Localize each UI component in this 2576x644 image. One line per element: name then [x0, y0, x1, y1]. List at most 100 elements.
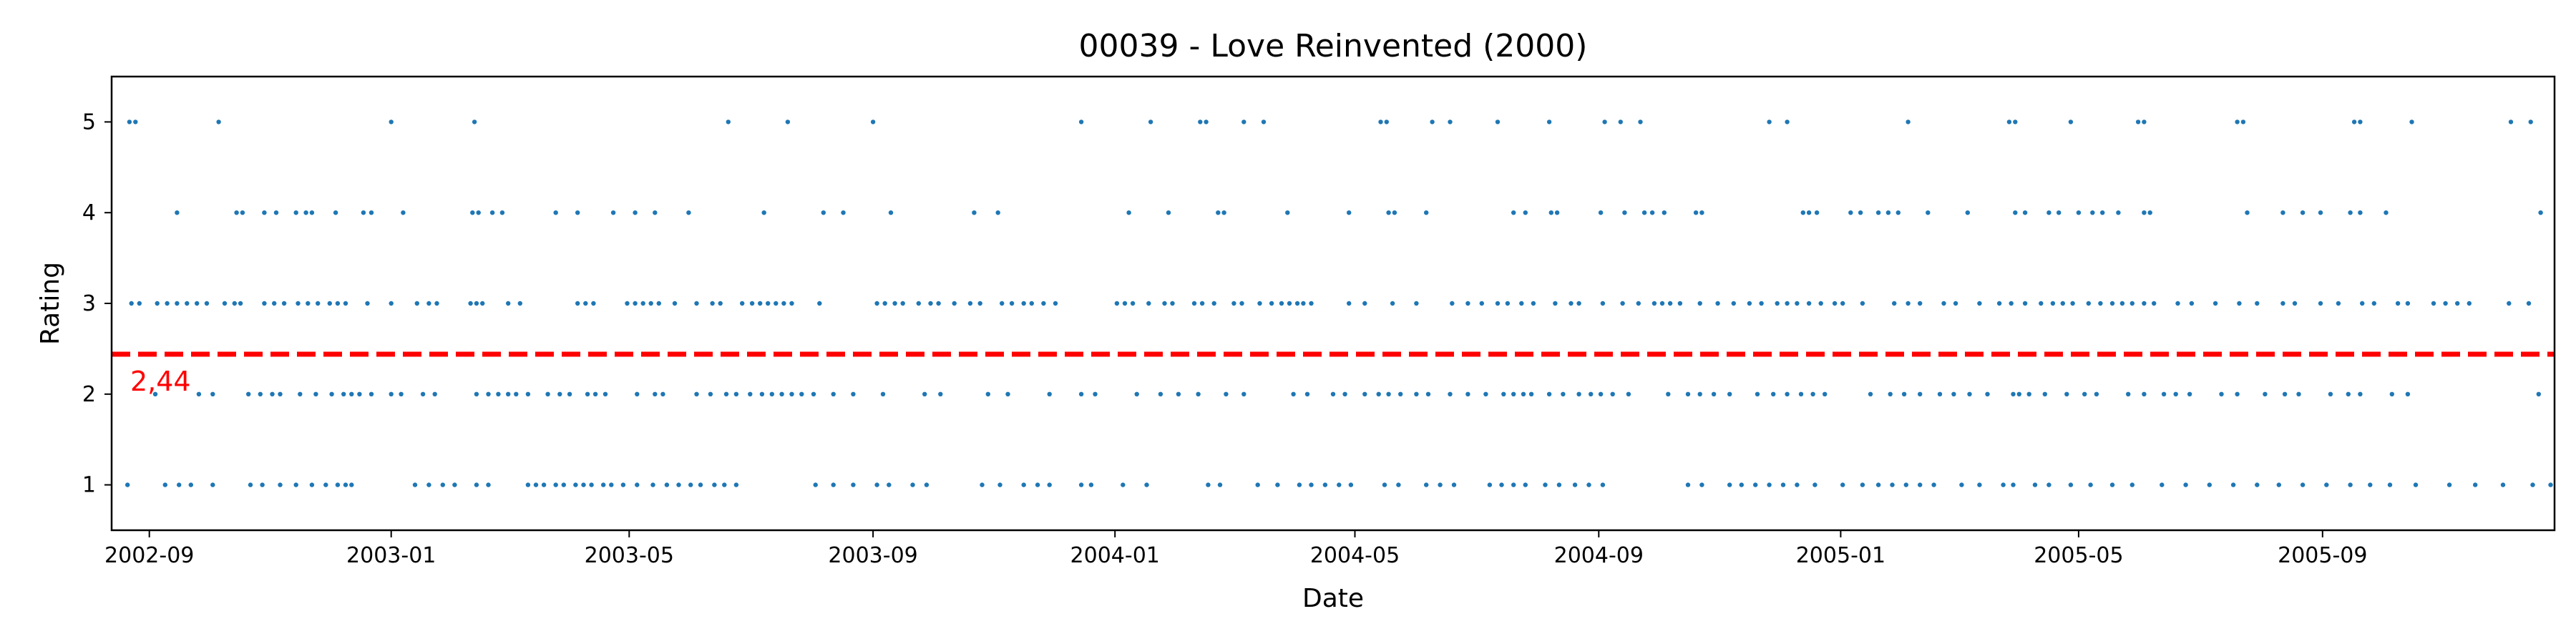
data-point [2282, 391, 2288, 396]
data-point [997, 482, 1002, 487]
data-point [2086, 301, 2091, 306]
data-point [1840, 482, 1845, 487]
data-point [887, 482, 892, 487]
data-point [210, 482, 215, 487]
data-point [2022, 210, 2028, 215]
data-point [2142, 119, 2147, 125]
data-point [2032, 482, 2038, 487]
data-point [316, 301, 321, 306]
data-point [2068, 119, 2074, 125]
data-point [1813, 482, 1818, 487]
y-axis: 1 2 3 4 5 [82, 109, 112, 498]
data-point [1572, 482, 1578, 487]
data-point [1414, 301, 1419, 306]
data-point [553, 482, 558, 487]
data-point [1951, 391, 1956, 396]
data-point [1217, 482, 1223, 487]
data-point [343, 301, 348, 306]
data-point [240, 210, 245, 215]
data-point [1747, 301, 1752, 306]
data-point [1425, 391, 1431, 396]
data-point [583, 301, 588, 306]
data-point [633, 301, 638, 306]
data-point [195, 301, 200, 306]
data-point [474, 301, 479, 306]
x-axis-label: Date [1302, 584, 1364, 613]
data-point [2300, 210, 2306, 215]
data-point [567, 391, 572, 396]
data-point [2152, 301, 2157, 306]
data-point [426, 301, 431, 306]
data-point [486, 391, 491, 396]
data-point [1053, 301, 1058, 306]
data-point [2413, 482, 2419, 487]
data-point [748, 391, 753, 396]
data-point [1832, 301, 1838, 306]
data-point [2300, 482, 2306, 487]
data-point [2230, 482, 2236, 487]
data-point [1126, 210, 1131, 215]
data-point [133, 119, 138, 125]
data-point [1523, 210, 1528, 215]
data-point [708, 391, 713, 396]
data-point [1795, 301, 1800, 306]
reference-line-layer: 2,44 [112, 351, 2555, 397]
data-point [2240, 119, 2246, 125]
data-point [851, 391, 856, 396]
data-point [2245, 210, 2250, 215]
data-point [262, 210, 267, 215]
data-point [640, 301, 645, 306]
data-point [2207, 482, 2212, 487]
data-point [1511, 391, 1516, 396]
data-point [1906, 301, 1911, 306]
data-point [2142, 301, 2147, 306]
data-point [1499, 482, 1504, 487]
data-point [1448, 119, 1453, 125]
data-point [1021, 482, 1026, 487]
data-point [653, 210, 658, 215]
data-point [1840, 301, 1845, 306]
points-layer [125, 119, 2553, 487]
data-point [1505, 301, 1511, 306]
data-point [2280, 210, 2285, 215]
data-point [1196, 391, 1201, 396]
data-point [841, 210, 846, 215]
data-point [766, 301, 771, 306]
data-point [1906, 119, 1911, 125]
data-point [1985, 391, 1990, 396]
data-point [591, 301, 596, 306]
data-point [874, 301, 879, 306]
data-point [1231, 301, 1236, 306]
data-point [1965, 210, 1970, 215]
data-point [389, 391, 394, 396]
data-point [769, 391, 775, 396]
mean-reference-label: 2,44 [130, 366, 191, 397]
data-point [2255, 482, 2260, 487]
data-point [2011, 391, 2016, 396]
data-point [188, 482, 193, 487]
data-point [1610, 391, 1615, 396]
data-point [2068, 482, 2074, 487]
data-point [1649, 210, 1655, 215]
x-tick-label: 2003-09 [828, 543, 917, 568]
data-point [573, 482, 578, 487]
data-point [335, 482, 341, 487]
data-point [2368, 482, 2373, 487]
data-point [882, 301, 887, 306]
data-point [672, 301, 678, 306]
data-point [1767, 119, 1772, 125]
data-point [177, 482, 182, 487]
data-point [900, 301, 905, 306]
data-point [1890, 482, 1895, 487]
data-point [1546, 391, 1552, 396]
data-point [589, 482, 594, 487]
data-point [1568, 301, 1574, 306]
data-point [1511, 210, 1516, 215]
data-point [2526, 301, 2532, 306]
data-point [486, 482, 491, 487]
data-point [813, 482, 818, 487]
y-tick-label: 3 [82, 291, 96, 316]
data-point [2276, 482, 2281, 487]
data-point [137, 301, 142, 306]
data-point [1759, 301, 1764, 306]
